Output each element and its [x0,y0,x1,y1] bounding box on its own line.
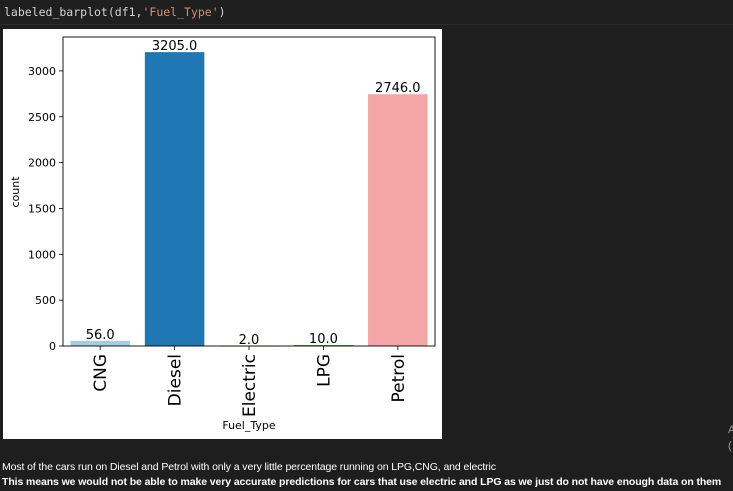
x-ticks-layer: CNG Diesel Electric LPG Petrol [91,346,409,417]
data-label-diesel: 3205.0 [152,39,198,54]
edge-glyph-1: A [728,424,733,436]
x-tick-label-lpg: LPG [314,354,334,387]
markdown-line-1: Most of the cars run on Diesel and Petro… [2,461,496,473]
bar-chart: 56.0 3205.0 2.0 10.0 2746.0 0 500 1000 1500 2000… [9,36,436,432]
bar-cng [70,340,130,346]
y-tick-label-2500: 2500 [28,111,56,124]
code-line[interactable]: labeled_barplot(df1,'Fuel_Type') [4,5,226,19]
y-tick-label-500: 500 [35,294,56,307]
data-label-electric: 2.0 [239,333,260,348]
bar-diesel [144,52,205,346]
x-tick-label-cng: CNG [91,354,111,392]
y-tick-label-1000: 1000 [28,248,56,261]
bars-layer [70,52,428,347]
code-suffix: ) [218,5,226,19]
data-label-petrol: 2746.0 [375,81,421,96]
x-tick-label-diesel: Diesel [166,354,186,406]
code-string-arg: 'Fuel_Type' [142,5,219,19]
y-tick-label-3000: 3000 [28,65,56,78]
x-tick-label-electric: Electric [240,354,260,417]
x-tick-label-petrol: Petrol [389,354,409,403]
y-axis-label: count [9,176,22,208]
y-tick-label-2000: 2000 [28,157,56,170]
bar-lpg [293,345,354,346]
chart-output: 56.0 3205.0 2.0 10.0 2746.0 0 500 1000 1500 2000… [3,29,442,439]
edge-glyph-2: ( [728,440,732,452]
y-ticks-layer: 0 500 1000 1500 2000 2500 3000 [28,65,63,353]
y-tick-label-1500: 1500 [28,202,56,215]
x-axis-label: Fuel_Type [222,419,276,432]
data-label-cng: 56.0 [86,328,115,343]
code-prefix: labeled_barplot(df1, [4,5,143,19]
bar-petrol [368,94,428,347]
y-tick-label-0: 0 [49,340,56,353]
markdown-line-2: This means we would not be able to make … [2,476,722,488]
code-cell[interactable]: labeled_barplot(df1,'Fuel_Type') [0,0,733,25]
data-labels-layer: 56.0 3205.0 2.0 10.0 2746.0 [86,39,421,348]
data-label-lpg: 10.0 [309,332,338,347]
